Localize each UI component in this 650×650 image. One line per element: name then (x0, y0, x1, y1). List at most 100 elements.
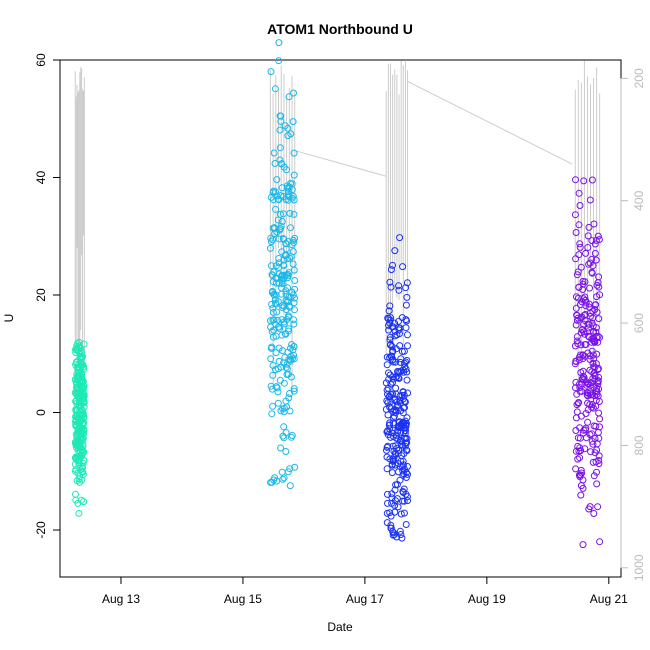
data-point (390, 414, 398, 422)
y2-tick-label: 600 (632, 313, 646, 333)
data-point (400, 429, 407, 437)
data-point (392, 481, 400, 489)
data-point (582, 249, 590, 257)
data-point (285, 325, 293, 333)
data-point (593, 293, 601, 301)
data-point (76, 381, 84, 389)
data-point (283, 371, 291, 378)
data-point (577, 329, 585, 337)
data-point (79, 361, 87, 369)
data-point (595, 434, 603, 442)
data-point (383, 353, 391, 361)
data-point (398, 367, 405, 375)
data-point (276, 156, 284, 164)
data-point (389, 426, 397, 434)
data-point (572, 384, 579, 392)
data-point (388, 490, 396, 498)
data-point (580, 295, 588, 303)
data-point (269, 371, 277, 379)
data-point (400, 450, 408, 457)
data-point (280, 379, 288, 387)
data-point (584, 380, 592, 387)
data-point (282, 397, 290, 405)
data-point (289, 118, 297, 126)
data-point (278, 271, 286, 279)
data-point (270, 291, 278, 299)
data-point (576, 243, 584, 251)
data-point (588, 237, 596, 245)
data-point (287, 224, 294, 232)
data-point (276, 144, 284, 152)
data-point (391, 396, 399, 404)
data-point (587, 379, 595, 387)
data-point (592, 458, 600, 466)
data-point (74, 340, 82, 347)
data-point (403, 435, 411, 442)
data-point (280, 163, 288, 171)
data-point (75, 398, 83, 406)
data-point (272, 205, 280, 213)
data-point (590, 354, 598, 362)
data-point (394, 374, 402, 382)
data-point (586, 259, 594, 267)
data-point (388, 460, 396, 468)
data-point (595, 365, 602, 372)
data-point (281, 330, 289, 338)
data-point (589, 322, 597, 330)
data-point (590, 422, 598, 430)
data-point (593, 281, 601, 289)
data-point (270, 268, 278, 276)
data-point (387, 521, 395, 529)
data-point (274, 316, 281, 324)
data-point (272, 332, 280, 340)
data-point (400, 391, 408, 399)
data-point (267, 382, 275, 390)
data-point (284, 124, 292, 132)
data-point (573, 390, 581, 398)
data-point (291, 463, 299, 471)
data-point (400, 347, 408, 355)
data-point (386, 336, 394, 344)
data-point (384, 499, 391, 507)
data-point (590, 220, 598, 228)
data-point (278, 218, 286, 225)
data-point (78, 425, 86, 432)
data-point (404, 342, 411, 350)
y2-tick-label: 1000 (632, 554, 646, 581)
data-point (404, 470, 411, 478)
data-point (586, 356, 594, 363)
data-point (593, 468, 600, 476)
data-point (282, 287, 290, 295)
data-point (586, 431, 594, 439)
data-point (284, 313, 292, 321)
data-point (387, 398, 395, 405)
data-point (269, 402, 277, 410)
data-point (573, 271, 581, 279)
data-point (403, 439, 411, 447)
data-point (290, 171, 298, 179)
data-point (593, 480, 601, 488)
data-point (395, 317, 403, 325)
data-point (272, 383, 280, 391)
data-point (399, 497, 406, 505)
data-point (80, 399, 88, 407)
data-point (76, 439, 84, 447)
data-point (76, 473, 84, 481)
data-point (593, 384, 601, 392)
data-point (385, 375, 393, 383)
data-point (575, 221, 583, 229)
data-point (275, 344, 283, 352)
data-point (576, 473, 584, 481)
data-point (267, 193, 275, 201)
data-point (391, 327, 399, 335)
data-point (283, 360, 291, 368)
data-point (383, 361, 391, 369)
data-point (576, 301, 584, 309)
x-tick-label: Aug 13 (102, 592, 140, 606)
data-point (579, 484, 587, 492)
data-point (275, 255, 283, 262)
data-point (389, 323, 397, 331)
data-point (276, 210, 284, 218)
data-point (267, 234, 275, 242)
